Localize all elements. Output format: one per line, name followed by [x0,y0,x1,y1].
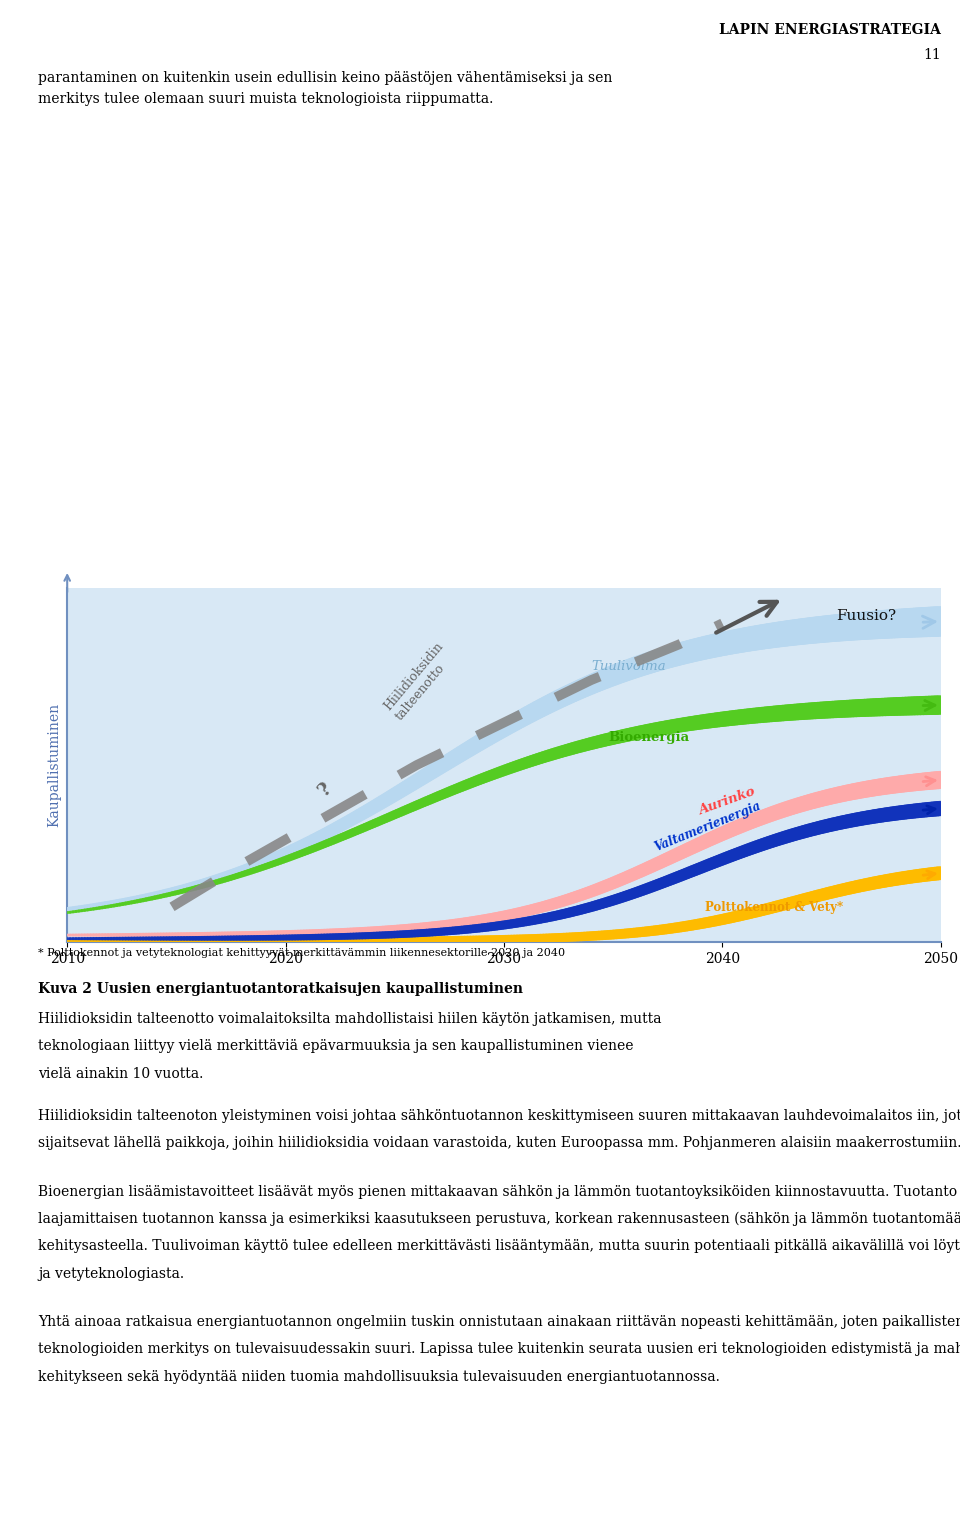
Text: Polttokennot & Vety*: Polttokennot & Vety* [705,901,843,914]
Text: parantaminen on kuitenkin usein edullisin keino päästöjen vähentämiseksi ja sen: parantaminen on kuitenkin usein edullisi… [38,71,612,85]
Text: Bioenergia: Bioenergia [609,730,690,744]
Text: * Polttokennot ja vetyteknologiat kehittyyvät merkittävämmin liikennesektorille : * Polttokennot ja vetyteknologiat kehitt… [38,948,565,959]
Text: kehitykseen sekä hyödyntää niiden tuomia mahdollisuuksia tulevaisuuden energiant: kehitykseen sekä hyödyntää niiden tuomia… [38,1370,720,1383]
Text: Hiilidioksidin talteenotto voimalaitoksilta mahdollistaisi hiilen käytön jatkami: Hiilidioksidin talteenotto voimalaitoksi… [38,1012,661,1026]
Y-axis label: Kaupallistuminen: Kaupallistuminen [48,703,61,827]
Text: 11: 11 [924,48,941,62]
Text: LAPIN ENERGIASTRATEGIA: LAPIN ENERGIASTRATEGIA [719,23,941,36]
Text: teknologioiden merkitys on tulevaisuudessakin suuri. Lapissa tulee kuitenkin seu: teknologioiden merkitys on tulevaisuudes… [38,1342,960,1356]
Text: Valtamerienergia: Valtamerienergia [653,798,763,854]
Text: merkitys tulee olemaan suuri muista teknologioista riippumatta.: merkitys tulee olemaan suuri muista tekn… [38,92,493,106]
Text: ja vetyteknologiasta.: ja vetyteknologiasta. [38,1267,184,1280]
Text: Tuulivoima: Tuulivoima [591,661,666,673]
Text: teknologiaan liittyy vielä merkittäviä epävarmuuksia ja sen kaupallistuminen vie: teknologiaan liittyy vielä merkittäviä e… [38,1039,634,1053]
Text: Yhtä ainoaa ratkaisua energiantuotannon ongelmiin tuskin onnistutaan ainakaan ri: Yhtä ainoaa ratkaisua energiantuotannon … [38,1315,960,1329]
Text: sijaitsevat lähellä paikkoja, joihin hiilidioksidia voidaan varastoida, kuten Eu: sijaitsevat lähellä paikkoja, joihin hii… [38,1136,960,1150]
Text: kehitysasteella. Tuulivoiman käyttö tulee edelleen merkittävästi lisääntymään, m: kehitysasteella. Tuulivoiman käyttö tule… [38,1239,960,1253]
Text: Bioenergian lisäämistavoitteet lisäävät myös pienen mittakaavan sähkön ja lämmön: Bioenergian lisäämistavoitteet lisäävät … [38,1185,960,1198]
Text: laajamittaisen tuotannon kanssa ja esimerkiksi kaasutukseen perustuva, korkean r: laajamittaisen tuotannon kanssa ja esime… [38,1212,960,1226]
Text: Aurinko: Aurinko [696,786,756,818]
Text: Hiilidioksidin
talteenotto: Hiilidioksidin talteenotto [382,639,458,723]
Text: Hiilidioksidin talteenoton yleistyminen voisi johtaa sähköntuotannon keskittymis: Hiilidioksidin talteenoton yleistyminen … [38,1109,960,1123]
Text: Fuusio?: Fuusio? [836,609,896,623]
Text: vielä ainakin 10 vuotta.: vielä ainakin 10 vuotta. [38,1067,204,1080]
Text: Kuva 2 Uusien energiantuotantoratkaisujen kaupallistuminen: Kuva 2 Uusien energiantuotantoratkaisuje… [38,982,523,995]
Text: ?: ? [315,780,335,800]
